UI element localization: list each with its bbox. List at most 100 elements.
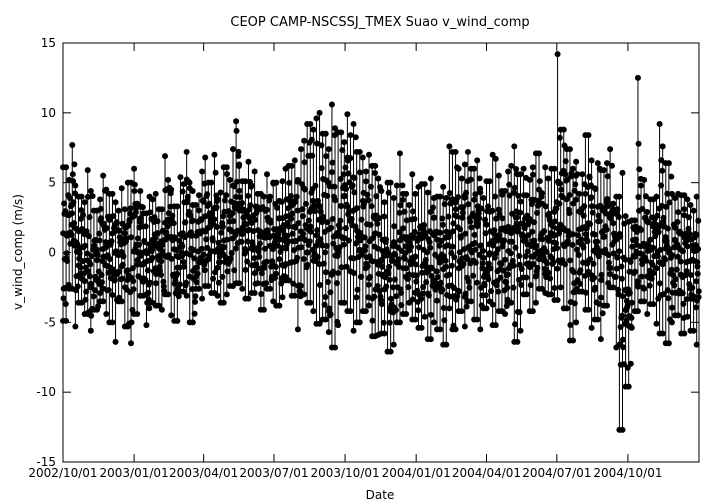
data-point [512, 321, 519, 328]
data-point [292, 198, 299, 205]
data-point-max [211, 151, 218, 158]
x-tick-label: 2003/01/01 [100, 466, 169, 480]
data-point-min [155, 302, 162, 309]
data-point [677, 258, 684, 265]
data-point [614, 206, 621, 213]
data-point-max [264, 171, 271, 178]
data-point-max [183, 148, 190, 155]
data-point [510, 284, 517, 291]
data-point [591, 274, 598, 281]
data-point-max [307, 121, 314, 128]
y-tick-label: -5 [44, 315, 56, 329]
data-point [596, 218, 603, 225]
data-point [63, 250, 70, 257]
data-point [352, 134, 359, 141]
data-point [471, 196, 478, 203]
data-point-min [517, 327, 524, 334]
data-point [264, 206, 270, 213]
data-point-max [276, 197, 283, 204]
data-point-min [134, 310, 141, 317]
data-point-max [149, 196, 156, 203]
data-point [587, 221, 593, 227]
data-point [328, 224, 335, 231]
data-point-max [242, 178, 249, 185]
data-point [424, 249, 431, 256]
data-point [139, 204, 146, 211]
data-point [642, 193, 649, 200]
data-point [366, 253, 373, 260]
data-point-max [267, 193, 274, 200]
data-point [401, 255, 408, 262]
data-point-max [338, 129, 345, 136]
data-point [176, 281, 183, 288]
data-point-min [316, 320, 323, 327]
data-point [405, 284, 412, 291]
data-point [274, 204, 281, 211]
data-point [301, 159, 308, 166]
data-point-max [542, 164, 549, 171]
data-point [548, 255, 555, 262]
data-point [529, 228, 536, 235]
data-point [558, 186, 565, 193]
data-point [262, 245, 268, 252]
data-point [452, 206, 459, 213]
data-point [687, 272, 694, 278]
data-point [386, 263, 393, 270]
data-point [620, 336, 626, 343]
data-point-max [508, 162, 515, 169]
data-point-max [316, 109, 323, 116]
data-point-min [165, 291, 172, 298]
data-point [251, 270, 258, 277]
data-point [638, 273, 645, 280]
data-point [408, 243, 414, 250]
data-point [638, 227, 645, 233]
data-point [660, 214, 667, 221]
data-point [411, 228, 418, 235]
data-point-max [604, 160, 611, 167]
data-point-min [199, 295, 206, 302]
data-point-max [545, 175, 552, 182]
data-point [604, 173, 611, 180]
data-point-min [87, 327, 94, 334]
data-point-min [109, 319, 116, 326]
data-point-max [421, 181, 428, 188]
data-point [128, 234, 135, 241]
data-point [459, 214, 466, 221]
data-point [494, 246, 501, 253]
data-point [485, 260, 492, 267]
data-point [335, 270, 342, 276]
data-point [179, 188, 186, 195]
data-point [391, 223, 398, 230]
data-point [85, 268, 92, 274]
data-point [183, 279, 190, 286]
data-point [256, 240, 263, 247]
x-tick-label: 2004/07/01 [522, 466, 591, 480]
x-axis-label: Date [366, 488, 395, 502]
data-point-max [137, 188, 144, 195]
data-point [427, 244, 434, 251]
data-point [318, 142, 325, 149]
data-point [239, 231, 246, 238]
data-point-max [570, 165, 577, 172]
data-point-max [236, 161, 243, 168]
data-point-max [230, 146, 237, 153]
data-point-max [359, 154, 366, 161]
data-point [288, 215, 295, 222]
data-point [295, 220, 302, 227]
data-point [337, 176, 344, 182]
data-point [619, 293, 626, 300]
data-point-max [298, 146, 305, 153]
data-point [428, 273, 435, 279]
data-point [323, 153, 330, 160]
data-point-max [109, 190, 116, 197]
data-point [152, 235, 159, 242]
data-point [518, 282, 525, 288]
data-point [170, 220, 177, 227]
data-point [610, 220, 617, 227]
data-point [447, 293, 454, 300]
data-point [338, 203, 345, 210]
data-point [97, 290, 104, 296]
data-point [236, 187, 243, 194]
data-point [486, 250, 493, 257]
data-point-max [517, 171, 524, 178]
